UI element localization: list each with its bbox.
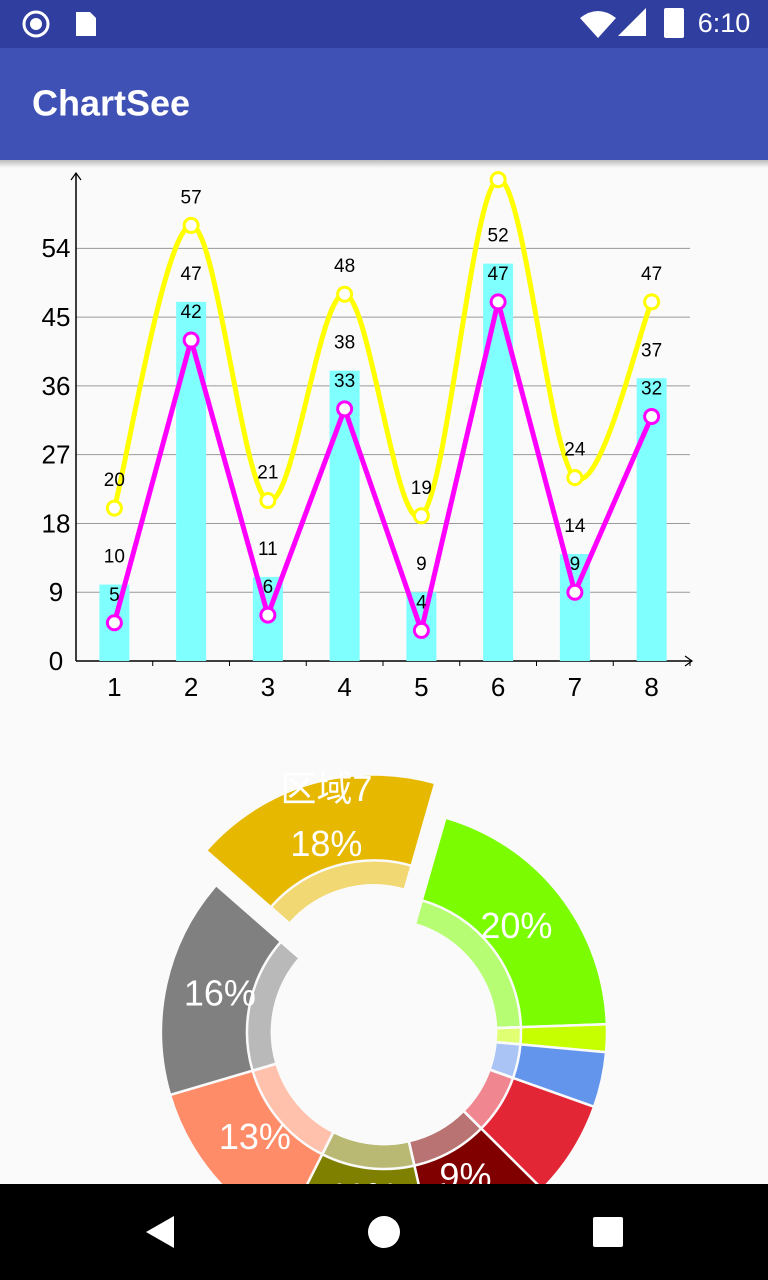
- data-label: 38: [334, 333, 355, 354]
- x-tick-label: 3: [261, 672, 275, 702]
- point: [182, 331, 200, 349]
- data-label: 10: [104, 547, 125, 568]
- bar: [636, 378, 667, 661]
- slice-label: 13%: [219, 1116, 291, 1157]
- slice-inner-band: [245, 939, 302, 1073]
- data-label: 47: [181, 264, 202, 285]
- data-label: 32: [641, 378, 662, 399]
- status-icon: [22, 10, 50, 38]
- line: [111, 299, 654, 633]
- data-label: 47: [641, 264, 662, 285]
- battery-icon: [664, 8, 684, 38]
- point: [643, 407, 661, 425]
- data-label: 24: [564, 440, 586, 461]
- status-bar: [0, 0, 768, 48]
- point: [259, 606, 277, 624]
- x-tick-label: 4: [337, 672, 351, 702]
- data-label: 57: [181, 187, 202, 208]
- data-label: 20: [104, 470, 125, 491]
- data-label: 42: [181, 302, 202, 323]
- point: [643, 293, 661, 311]
- x-tick-label: 2: [184, 672, 198, 702]
- data-label: 9: [570, 554, 581, 575]
- data-label: 21: [257, 463, 278, 484]
- wifi-icon: [580, 11, 616, 38]
- point: [566, 469, 584, 487]
- point: [566, 583, 584, 601]
- slice-label: 16%: [184, 972, 256, 1013]
- data-label: 48: [334, 256, 355, 277]
- y-axis-arrow: [70, 171, 82, 181]
- point: [105, 499, 123, 517]
- data-label: 11: [258, 539, 278, 560]
- slice-label: 18%: [290, 823, 362, 864]
- data-label: 52: [488, 226, 509, 247]
- point: [336, 400, 354, 418]
- point: [336, 285, 354, 303]
- x-tick-label: 1: [107, 672, 121, 702]
- app-bar-shadow: [0, 160, 768, 168]
- data-label: 37: [641, 340, 662, 361]
- slice-inner-band: [268, 859, 414, 926]
- x-tick-label: 7: [568, 672, 582, 702]
- data-label: 5: [109, 585, 120, 606]
- point: [412, 621, 430, 639]
- data-label: 47: [488, 264, 509, 285]
- data-label: 33: [334, 371, 355, 392]
- bar: [176, 301, 207, 661]
- nav-home[interactable]: [368, 1216, 400, 1248]
- sd-icon: [76, 12, 96, 36]
- x-tick-label: 5: [414, 672, 428, 702]
- data-label: 4: [416, 592, 427, 613]
- x-tick-label: 8: [644, 672, 658, 702]
- y-tick-label: 45: [42, 302, 71, 332]
- y-tick-label: 54: [42, 233, 71, 263]
- slice-label: 20%: [480, 905, 552, 946]
- app-bar: [0, 48, 768, 160]
- x-tick-label: 6: [491, 672, 505, 702]
- y-tick-label: 0: [49, 646, 63, 676]
- status-icon: [30, 18, 42, 30]
- slice-name: 区域7: [280, 768, 372, 809]
- y-tick-label: 9: [49, 577, 63, 607]
- data-label: 19: [411, 478, 432, 499]
- point: [259, 492, 277, 510]
- signal-icon: [618, 8, 646, 36]
- y-tick-label: 36: [42, 371, 71, 401]
- data-label: 14: [564, 516, 586, 537]
- x-axis-arrow: [684, 655, 694, 667]
- y-tick-label: 27: [42, 440, 71, 470]
- bar: [483, 263, 514, 661]
- line: [111, 177, 654, 520]
- data-label: 6: [263, 577, 274, 598]
- data-label: 9: [416, 554, 427, 575]
- point: [489, 171, 507, 189]
- bar: [329, 370, 360, 661]
- y-tick-label: 18: [42, 508, 71, 538]
- app-title: ChartSee: [32, 83, 190, 124]
- point: [412, 507, 430, 525]
- status-time: 6:10: [698, 8, 751, 38]
- point: [182, 216, 200, 234]
- nav-recents[interactable]: [593, 1217, 623, 1247]
- point: [105, 614, 123, 632]
- point: [489, 293, 507, 311]
- nav-back[interactable]: [146, 1216, 174, 1248]
